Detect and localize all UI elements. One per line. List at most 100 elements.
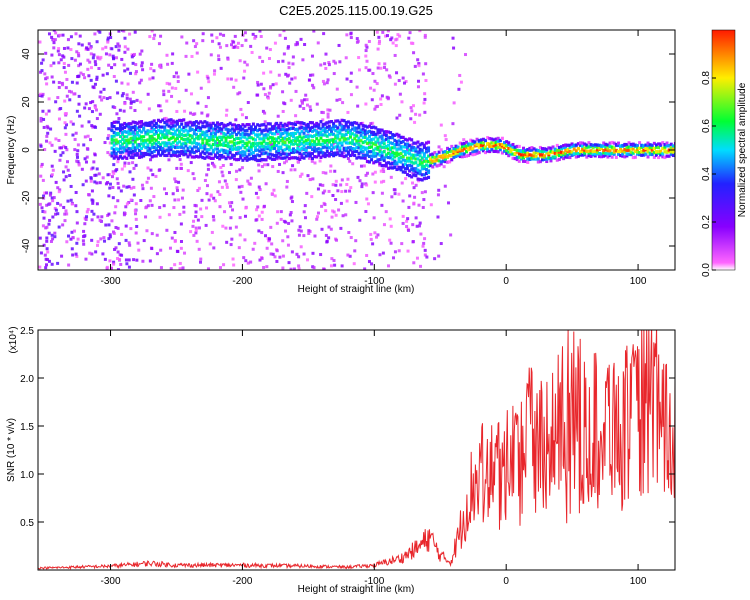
spectrogram-cell [517,155,521,159]
spectrogram-cell [114,169,118,173]
spectrogram-cell [374,151,378,156]
spectrogram-cell [125,138,129,143]
spectrogram-cell [279,132,283,136]
spectrogram-cell [578,143,582,147]
spectrogram-cell [213,143,217,147]
spectrogram-cell [625,145,629,150]
spectrogram-cell [260,137,264,141]
spectrogram-cell [418,143,422,147]
spectrogram-cell [443,184,447,188]
spectrogram-cell [140,146,144,150]
spectrogram-cell [112,140,116,144]
spectrogram-cell [388,150,392,154]
spectrogram-cell [194,136,198,140]
spectrogram-cell [469,152,473,156]
spectrogram-cell [192,132,196,136]
spectrogram-cell [629,150,633,154]
spectrogram-cell [268,156,272,160]
spectrogram-cell [296,147,300,151]
spectrogram-cell [95,75,99,79]
spectrogram-cell [311,134,314,139]
spectrogram-cell [298,174,302,178]
spectrogram-cell [230,153,234,157]
spectrogram-cell [327,61,331,65]
spectrogram-cell [602,151,606,155]
spectrogram-cell [614,155,618,159]
spectrogram-cell [612,152,616,156]
spectrogram-cell [465,140,469,144]
spectrogram-cell [412,161,416,165]
spectrogram-cell [234,78,238,82]
spectrogram-cell [178,267,182,270]
spectrogram-cell [205,206,209,210]
spectrogram-cell [101,73,105,77]
spectrogram-cell [57,47,61,51]
spectrogram-cell [194,210,198,214]
spectrogram-cell [210,161,214,165]
spectrogram-cell [213,147,217,151]
spectrogram-cell [144,132,148,136]
spectrogram-cell [458,73,462,77]
spectrogram-cell [557,157,561,162]
spectrogram-cell [264,135,268,139]
spectrogram-cell [437,145,441,149]
spectrogram-cell [313,128,317,132]
spectrogram-cell [311,156,314,161]
spectrogram-cell [249,260,253,264]
spectrogram-cell [570,144,574,149]
spectrogram-cell [113,106,117,110]
spectrogram-cell [75,159,79,163]
spectrogram-cell [600,152,604,156]
spectrogram-cell [405,167,409,171]
spectrogram-cell [334,136,338,140]
spectrogram-cell [566,150,570,154]
spectrogram-cell [254,148,258,153]
spectrogram-cell [156,118,160,122]
spectrogram-cell [528,153,532,157]
spectrogram-cell [443,150,447,154]
spectrogram-cell [353,128,357,132]
spectrogram-cell [393,250,397,254]
spectrogram-cell [142,142,146,146]
spectrogram-cell [665,150,669,154]
spectrogram-cell [277,148,281,153]
spectrogram-cell [380,154,384,158]
spectrogram-cell [479,140,483,145]
spectrogram-cell [197,247,201,251]
spectrogram-cell [365,171,369,175]
spectrogram-cell [175,133,179,137]
spectrogram-cell [61,151,65,155]
spectrogram-cell [256,133,260,137]
spectrogram-cell [48,141,52,145]
spectrogram-cell [149,168,153,172]
spectrogram-cell [121,142,125,146]
spectrogram-cell [408,148,412,152]
spectrogram-cell [285,152,289,156]
spectrogram-cell [209,137,213,141]
spectrogram-cell [422,173,426,177]
spectrogram-cell [97,172,101,176]
spectrogram-cell [205,150,209,154]
spectrogram-cell [400,100,404,104]
spectrogram-cell [225,240,229,244]
x-tick-label: 0 [503,276,509,287]
spectrogram-cell [351,132,355,136]
spectrogram-cell [244,206,248,210]
spectrogram-cell [338,153,342,157]
spectrogram-cell [372,125,376,129]
spectrogram-cell [295,41,299,45]
spectrogram-cell [43,191,47,195]
spectrogram-cell [414,112,418,116]
spectrogram-cell [188,153,192,157]
spectrogram-cell [392,256,396,260]
spectrogram-cell [234,118,238,122]
spectrogram-cell [346,157,350,161]
spectrogram-cell [38,202,42,206]
spectrogram-cell [157,42,161,46]
spectrogram-cell [333,169,337,173]
spectrogram-cell [325,81,329,85]
spectrogram-cell [398,92,402,96]
spectrogram-cell [325,134,329,138]
spectrogram-cell [353,126,357,130]
spectrogram-cell [57,53,61,57]
